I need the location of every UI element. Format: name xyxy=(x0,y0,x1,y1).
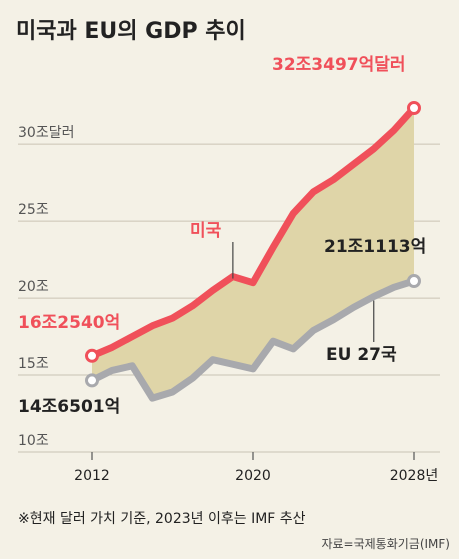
start-point-marker xyxy=(85,373,99,388)
x-tick-label: 2028년 xyxy=(390,468,439,484)
us-start-label: 16조2540억 xyxy=(18,313,120,333)
end-point-marker xyxy=(407,101,421,116)
x-tick-label: 2020 xyxy=(235,468,271,484)
endpoint-markers xyxy=(85,101,421,388)
end-point-marker xyxy=(407,274,421,289)
eu-start-label: 14조6501억 xyxy=(18,397,120,417)
eu-end-label: 21조1113억 xyxy=(324,237,426,257)
y-tick-label: 20조 xyxy=(18,279,49,295)
us-series-label: 미국 xyxy=(190,221,222,241)
us-end-label: 32조3497억달러 xyxy=(272,54,406,75)
source-credit: 자료=국제통화기금(IMF) xyxy=(321,537,450,551)
chart-title: 미국과 EU의 GDP 추이 xyxy=(16,19,246,44)
x-tick-label: 2012 xyxy=(74,468,110,484)
series-line-us xyxy=(88,104,418,360)
series-line-eu xyxy=(88,277,418,402)
y-tick-label: 25조 xyxy=(18,202,49,218)
x-axis-ticks: 2012 2020 2028년 xyxy=(74,452,438,484)
y-tick-label: 15조 xyxy=(18,356,49,372)
footnote: ※현재 달러 가치 기준, 2023년 이후는 IMF 추산 xyxy=(18,511,306,527)
start-point-marker xyxy=(85,348,99,363)
y-tick-label: 10조 xyxy=(18,433,49,449)
y-axis-ticks: 10조 15조 20조 25조 30조달러 xyxy=(18,125,74,449)
y-tick-label: 30조달러 xyxy=(18,125,74,141)
eu-series-label: EU 27국 xyxy=(326,345,397,365)
